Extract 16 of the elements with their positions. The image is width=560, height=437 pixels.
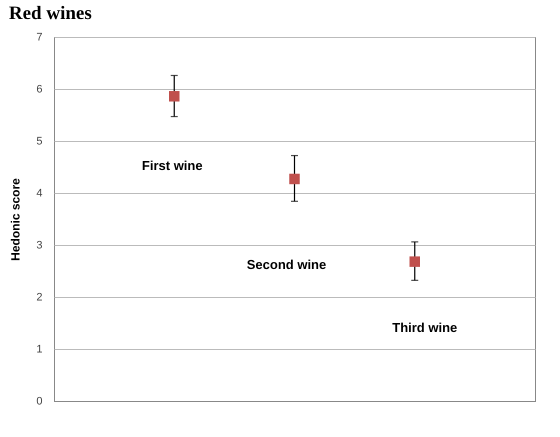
y-tick-label: 6 bbox=[36, 84, 42, 96]
annotation: First wine bbox=[142, 158, 203, 173]
y-tick-label: 1 bbox=[36, 344, 42, 356]
y-tick-label: 2 bbox=[36, 292, 42, 304]
y-tick-label: 5 bbox=[36, 136, 42, 148]
y-tick-label: 7 bbox=[36, 32, 42, 44]
point bbox=[169, 91, 180, 102]
chart-title: Red wines bbox=[8, 3, 92, 24]
annotation: Third wine bbox=[392, 320, 458, 336]
point bbox=[410, 256, 420, 267]
y-axis-title: Hedonic score bbox=[8, 178, 22, 261]
y-tick-label: 4 bbox=[36, 188, 42, 200]
y-tick-label: 0 bbox=[36, 396, 42, 408]
point bbox=[289, 174, 300, 184]
annotation: Second wine bbox=[246, 256, 326, 272]
y-tick-label: 3 bbox=[36, 240, 42, 252]
